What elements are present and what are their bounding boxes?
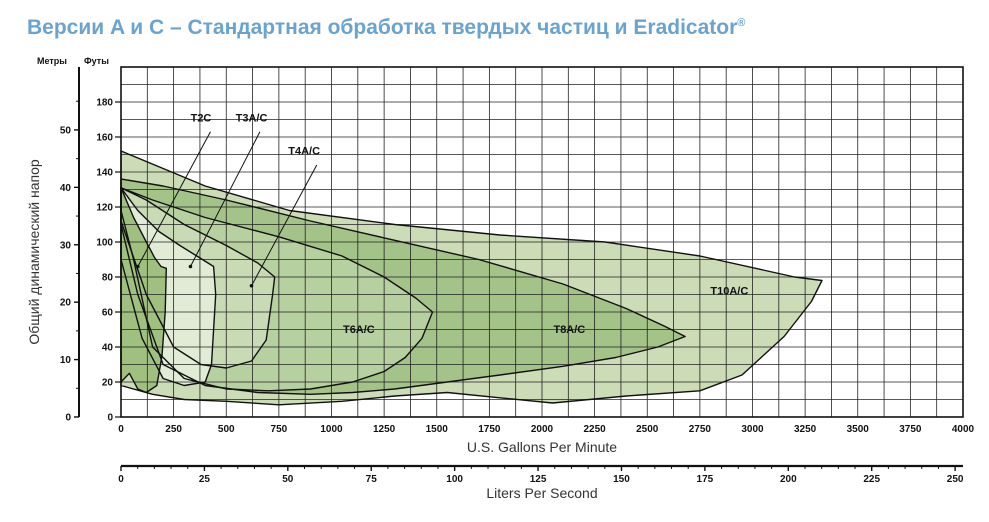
lps-tick-label-0: 0 <box>118 474 124 485</box>
gpm-tick-label-750: 750 <box>271 424 288 435</box>
feet-tick-label-140: 140 <box>96 168 113 179</box>
leader-dot-t3ac <box>188 264 193 269</box>
feet-tick-label-60: 60 <box>102 308 114 319</box>
series-label-t2c: T2C <box>191 112 212 124</box>
meters-tick-label-30: 30 <box>60 240 72 251</box>
y-axis-title: Общий динамический напор <box>26 159 42 345</box>
feet-tick-label-40: 40 <box>102 343 114 354</box>
outline-t10ac <box>120 150 823 406</box>
series-labels: T10A/C T8A/C T6A/C T4A/C T3A/C T2C <box>191 112 749 336</box>
gpm-tick-label-3000: 3000 <box>741 424 764 435</box>
gpm-tick-label-2500: 2500 <box>636 424 659 435</box>
gpm-tick-label-4000: 4000 <box>952 424 975 435</box>
gpm-tick-label-2750: 2750 <box>689 424 712 435</box>
feet-tick-label-100: 100 <box>96 238 113 249</box>
gpm-tick-label-1500: 1500 <box>426 424 449 435</box>
chart-title-text: Версии A и C – Стандартная обработка тве… <box>27 16 738 39</box>
series-label-t3ac: T3A/C <box>236 112 268 124</box>
feet-tick-label-80: 80 <box>102 273 114 284</box>
chart-title: Версии A и C – Стандартная обработка тве… <box>27 16 745 40</box>
gpm-tick-label-2250: 2250 <box>584 424 607 435</box>
registered-mark: ® <box>737 17 746 29</box>
series-label-t8ac: T8A/C <box>553 324 585 336</box>
x-axis-title: U.S. Gallons Per Minute <box>467 439 617 455</box>
lps-tick-label-200: 200 <box>780 474 797 485</box>
gpm-tick-label-250: 250 <box>165 424 182 435</box>
gpm-tick-label-0: 0 <box>118 424 124 435</box>
leader-dot-t4ac <box>249 283 254 288</box>
leader-t4ac <box>251 164 318 286</box>
lps-tick-label-25: 25 <box>199 474 211 485</box>
leader-lines <box>136 131 318 288</box>
lps-tick-label-100: 100 <box>446 474 463 485</box>
meters-tick-label-0: 0 <box>65 413 71 424</box>
gpm-tick-label-1250: 1250 <box>373 424 396 435</box>
lps-tick-label-250: 250 <box>947 474 964 485</box>
meters-tick-label-20: 20 <box>60 298 72 309</box>
feet-unit-label: Футы <box>84 56 109 66</box>
gpm-tick-label-3500: 3500 <box>847 424 870 435</box>
meters-tick-label-40: 40 <box>60 183 72 194</box>
meters-unit-label: Метры <box>37 56 67 66</box>
outline-t3ac <box>120 187 217 387</box>
outline-t4ac <box>120 187 276 369</box>
lps-tick-label-150: 150 <box>613 474 630 485</box>
feet-tick-label-20: 20 <box>102 378 114 389</box>
leader-t3ac <box>190 131 261 267</box>
lps-tick-label-75: 75 <box>366 474 378 485</box>
series-label-t10ac: T10A/C <box>710 286 748 298</box>
feet-tick-label-120: 120 <box>96 203 113 214</box>
meters-tick-label-50: 50 <box>60 125 72 136</box>
lps-tick-label-175: 175 <box>697 474 714 485</box>
series-label-t6ac: T6A/C <box>343 324 375 336</box>
feet-tick-label-0: 0 <box>107 413 113 424</box>
gpm-tick-label-1000: 1000 <box>320 424 343 435</box>
meters-tick-label-10: 10 <box>60 355 72 366</box>
feet-tick-label-160: 160 <box>96 133 113 144</box>
curve-outlines <box>120 150 823 406</box>
series-label-t4ac: T4A/C <box>288 146 320 158</box>
gpm-tick-label-3750: 3750 <box>899 424 922 435</box>
gpm-tick-label-1750: 1750 <box>478 424 501 435</box>
lps-tick-label-125: 125 <box>530 474 547 485</box>
gpm-tick-label-3250: 3250 <box>794 424 817 435</box>
gpm-tick-label-2000: 2000 <box>531 424 554 435</box>
leader-dot-t2c <box>136 264 140 269</box>
outline-t6ac <box>120 187 434 392</box>
leader-t2c <box>137 131 211 267</box>
x2-axis-title: Liters Per Second <box>486 485 597 501</box>
lps-tick-label-225: 225 <box>863 474 880 485</box>
outline-t2c <box>120 187 168 394</box>
feet-tick-label-180: 180 <box>96 98 113 109</box>
gpm-tick-label-500: 500 <box>218 424 235 435</box>
lps-tick-label-50: 50 <box>282 474 294 485</box>
